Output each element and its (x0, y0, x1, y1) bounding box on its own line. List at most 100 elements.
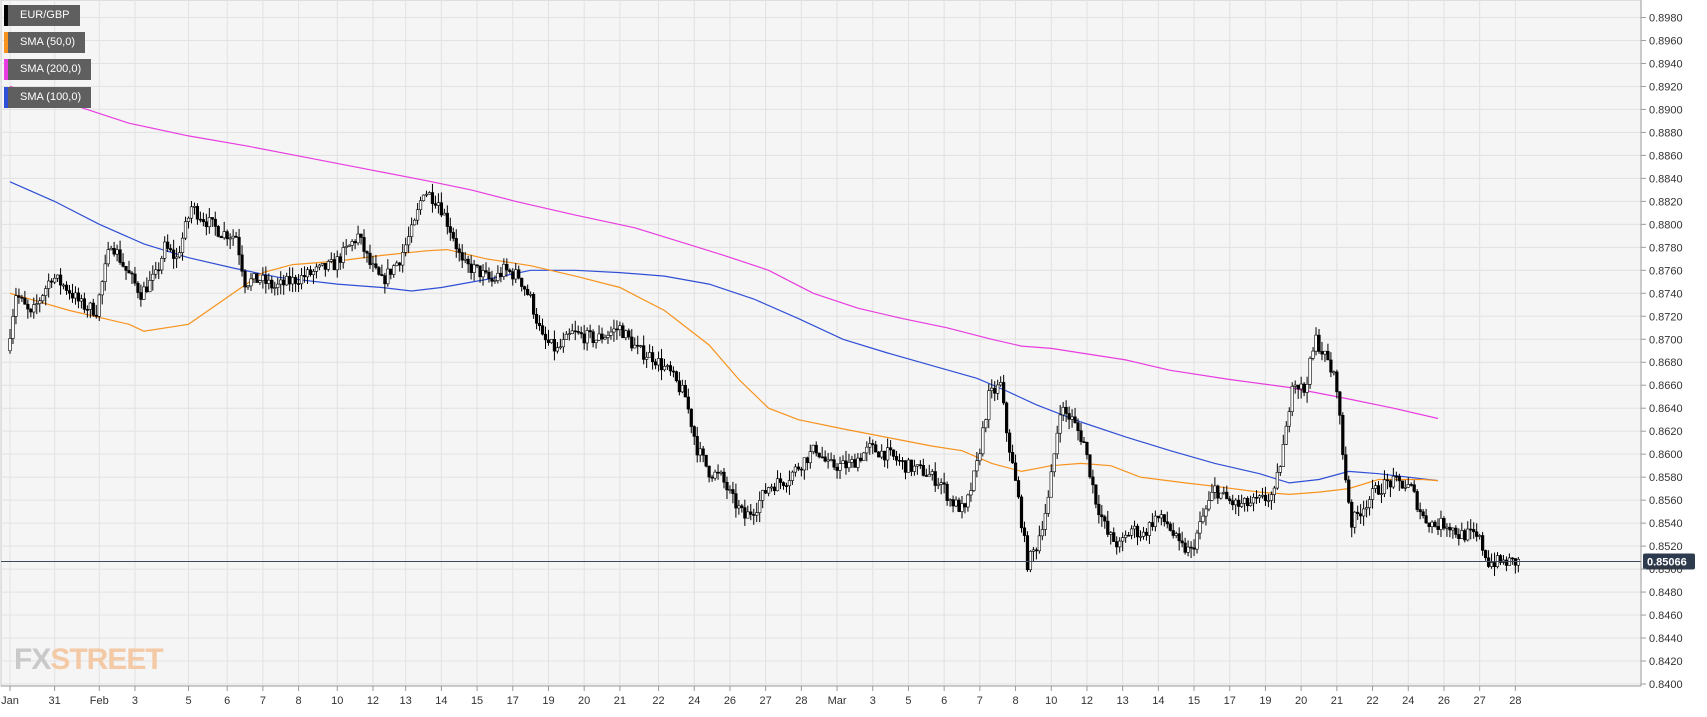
candle-up (978, 453, 982, 462)
y-tick-label: 0.8780 (1649, 242, 1683, 254)
candle-up (665, 365, 670, 367)
legend-item-sma100[interactable]: SMA (100,0) (4, 87, 92, 108)
x-tick-label: Feb (90, 695, 109, 707)
candle-down (145, 286, 149, 293)
candle-up (410, 224, 414, 237)
candle-down (26, 303, 30, 310)
candle-down (1100, 514, 1104, 518)
candle-down (1421, 511, 1425, 516)
candle-down (734, 493, 738, 509)
candle-up (1195, 532, 1199, 550)
candle-down (1168, 523, 1172, 531)
candle-up (755, 512, 759, 516)
candle-up (1121, 537, 1125, 542)
candle-down (814, 444, 818, 454)
candle-up (930, 471, 934, 475)
candle-up (1046, 496, 1050, 514)
candle-down (1320, 351, 1324, 355)
candle-up (1037, 535, 1041, 552)
candle-down (1064, 407, 1068, 414)
candle-up (990, 387, 994, 391)
candle-down (1400, 480, 1404, 489)
y-tick-label: 0.8640 (1649, 403, 1683, 415)
candle-up (1207, 500, 1211, 510)
candle-up (320, 263, 324, 266)
candle-down (288, 276, 292, 285)
candle-up (1147, 522, 1152, 536)
candle-down (615, 328, 619, 331)
candle-up (418, 200, 423, 211)
candle-up (61, 284, 66, 287)
candle-up (975, 460, 979, 472)
candle-down (296, 283, 301, 285)
candle-up (969, 490, 973, 496)
candle-down (1356, 511, 1360, 514)
legend-item-eurgbp[interactable]: EUR/GBP (4, 5, 80, 26)
candle-down (1388, 480, 1392, 488)
y-tick-label: 0.8980 (1649, 12, 1683, 24)
candle-down (439, 202, 443, 216)
candle-down (909, 459, 914, 472)
candle-up (192, 206, 197, 208)
candle-up (436, 202, 441, 206)
candle-down (490, 278, 494, 282)
candle-down (508, 269, 512, 272)
candle-down (671, 370, 676, 373)
candle-up (987, 390, 991, 420)
candle-down (1454, 527, 1458, 535)
x-tick-label: Jan (1, 695, 19, 707)
candle-up (606, 335, 610, 338)
candle-down (526, 288, 530, 295)
y-tick-label: 0.8920 (1649, 81, 1683, 93)
candle-down (1394, 475, 1398, 478)
candle-down (784, 485, 789, 487)
gridlines (1, 0, 1641, 686)
candle-up (787, 480, 792, 487)
candle-down (475, 264, 479, 267)
candle-up (1186, 546, 1190, 553)
candle-down (240, 254, 244, 272)
candle-down (924, 475, 928, 477)
legend-item-sma50[interactable]: SMA (50,0) (4, 32, 86, 53)
y-tick-label: 0.8700 (1649, 334, 1683, 346)
candle-up (44, 288, 48, 296)
candle-up (1234, 499, 1238, 506)
candle-down (308, 269, 313, 275)
candle-down (270, 279, 274, 289)
candle-up (1248, 502, 1253, 507)
candle-down (853, 459, 857, 468)
x-tick-label: 13 (1117, 695, 1129, 707)
x-tick-label: 10 (1045, 695, 1057, 707)
candle-down (781, 482, 786, 486)
candle-up (618, 325, 622, 331)
candle-up (915, 464, 919, 467)
candle-down (124, 265, 128, 271)
x-tick-label: 5 (905, 695, 911, 707)
candle-up (404, 244, 408, 253)
candle-down (133, 273, 137, 284)
candle-up (639, 345, 643, 347)
candle-down (677, 380, 681, 393)
legend-item-sma200[interactable]: SMA (200,0) (4, 59, 92, 80)
candle-up (14, 295, 18, 317)
y-tick-label: 0.8940 (1649, 58, 1683, 70)
x-tick-label: 22 (652, 695, 664, 707)
candle-up (862, 452, 866, 461)
candle-down (523, 286, 527, 290)
candle-up (1299, 383, 1303, 390)
candle-up (1240, 503, 1244, 507)
candle-up (335, 256, 339, 271)
candle-up (1445, 526, 1449, 529)
candle-down (1359, 513, 1363, 517)
candle-up (1109, 532, 1113, 535)
candle-up (1118, 540, 1122, 548)
candle-down (1165, 521, 1169, 525)
x-tick-label: 21 (1331, 695, 1343, 707)
candle-down (484, 270, 488, 273)
candle-down (85, 309, 89, 311)
candle-down (243, 270, 247, 288)
candle-down (1498, 555, 1503, 563)
candle-up (305, 269, 310, 278)
candle-down (689, 408, 693, 427)
candle-down (332, 259, 336, 271)
